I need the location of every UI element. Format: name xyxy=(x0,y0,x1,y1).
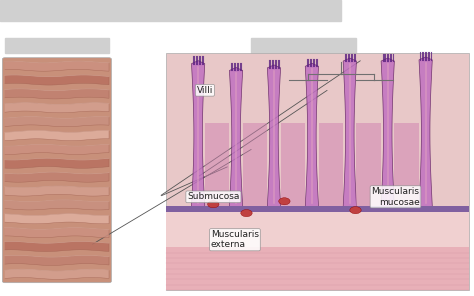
PathPatch shape xyxy=(267,65,281,206)
Text: Muscularis
externa: Muscularis externa xyxy=(211,230,259,250)
Text: Submucosa: Submucosa xyxy=(187,192,239,201)
PathPatch shape xyxy=(5,103,109,113)
PathPatch shape xyxy=(5,75,109,85)
PathPatch shape xyxy=(5,89,109,99)
Circle shape xyxy=(350,207,361,214)
Circle shape xyxy=(241,210,252,217)
Text: Muscularis
mucosae: Muscularis mucosae xyxy=(372,187,419,207)
PathPatch shape xyxy=(5,255,109,266)
Bar xyxy=(166,53,469,290)
PathPatch shape xyxy=(5,131,109,141)
Bar xyxy=(319,123,343,206)
Circle shape xyxy=(279,198,290,205)
Bar xyxy=(166,247,469,290)
PathPatch shape xyxy=(305,63,319,206)
Bar xyxy=(166,212,469,247)
Bar xyxy=(243,123,267,206)
Bar xyxy=(205,123,229,206)
Bar xyxy=(166,206,469,212)
PathPatch shape xyxy=(5,158,109,168)
Bar xyxy=(356,123,381,206)
PathPatch shape xyxy=(5,242,109,252)
PathPatch shape xyxy=(229,67,243,206)
PathPatch shape xyxy=(5,214,109,224)
Bar xyxy=(251,38,356,53)
Text: Villi: Villi xyxy=(197,86,213,95)
Bar xyxy=(5,38,109,53)
PathPatch shape xyxy=(5,186,109,196)
PathPatch shape xyxy=(5,228,109,238)
PathPatch shape xyxy=(5,269,109,279)
Circle shape xyxy=(208,201,219,208)
PathPatch shape xyxy=(381,58,394,206)
PathPatch shape xyxy=(5,117,109,127)
PathPatch shape xyxy=(5,144,109,155)
Bar xyxy=(394,123,419,206)
PathPatch shape xyxy=(191,61,205,206)
Bar xyxy=(281,123,305,206)
PathPatch shape xyxy=(343,58,356,206)
FancyBboxPatch shape xyxy=(2,58,111,283)
PathPatch shape xyxy=(419,57,432,206)
PathPatch shape xyxy=(5,172,109,182)
PathPatch shape xyxy=(5,200,109,210)
PathPatch shape xyxy=(5,61,109,71)
Bar xyxy=(0,0,341,21)
